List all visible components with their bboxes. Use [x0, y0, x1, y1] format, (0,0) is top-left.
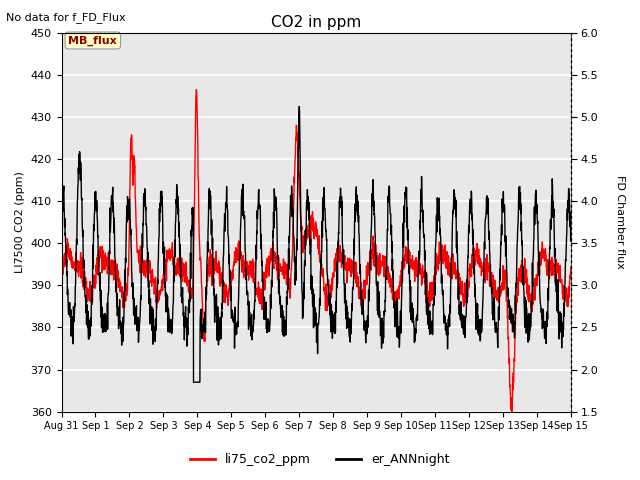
Y-axis label: LI7500 CO2 (ppm): LI7500 CO2 (ppm): [15, 171, 25, 273]
Legend: li75_co2_ppm, er_ANNnight: li75_co2_ppm, er_ANNnight: [186, 448, 454, 471]
Text: No data for f_FD_Flux: No data for f_FD_Flux: [6, 12, 126, 23]
Title: CO2 in ppm: CO2 in ppm: [271, 15, 362, 30]
Text: MB_flux: MB_flux: [68, 36, 117, 46]
Y-axis label: FD Chamber flux: FD Chamber flux: [615, 175, 625, 269]
